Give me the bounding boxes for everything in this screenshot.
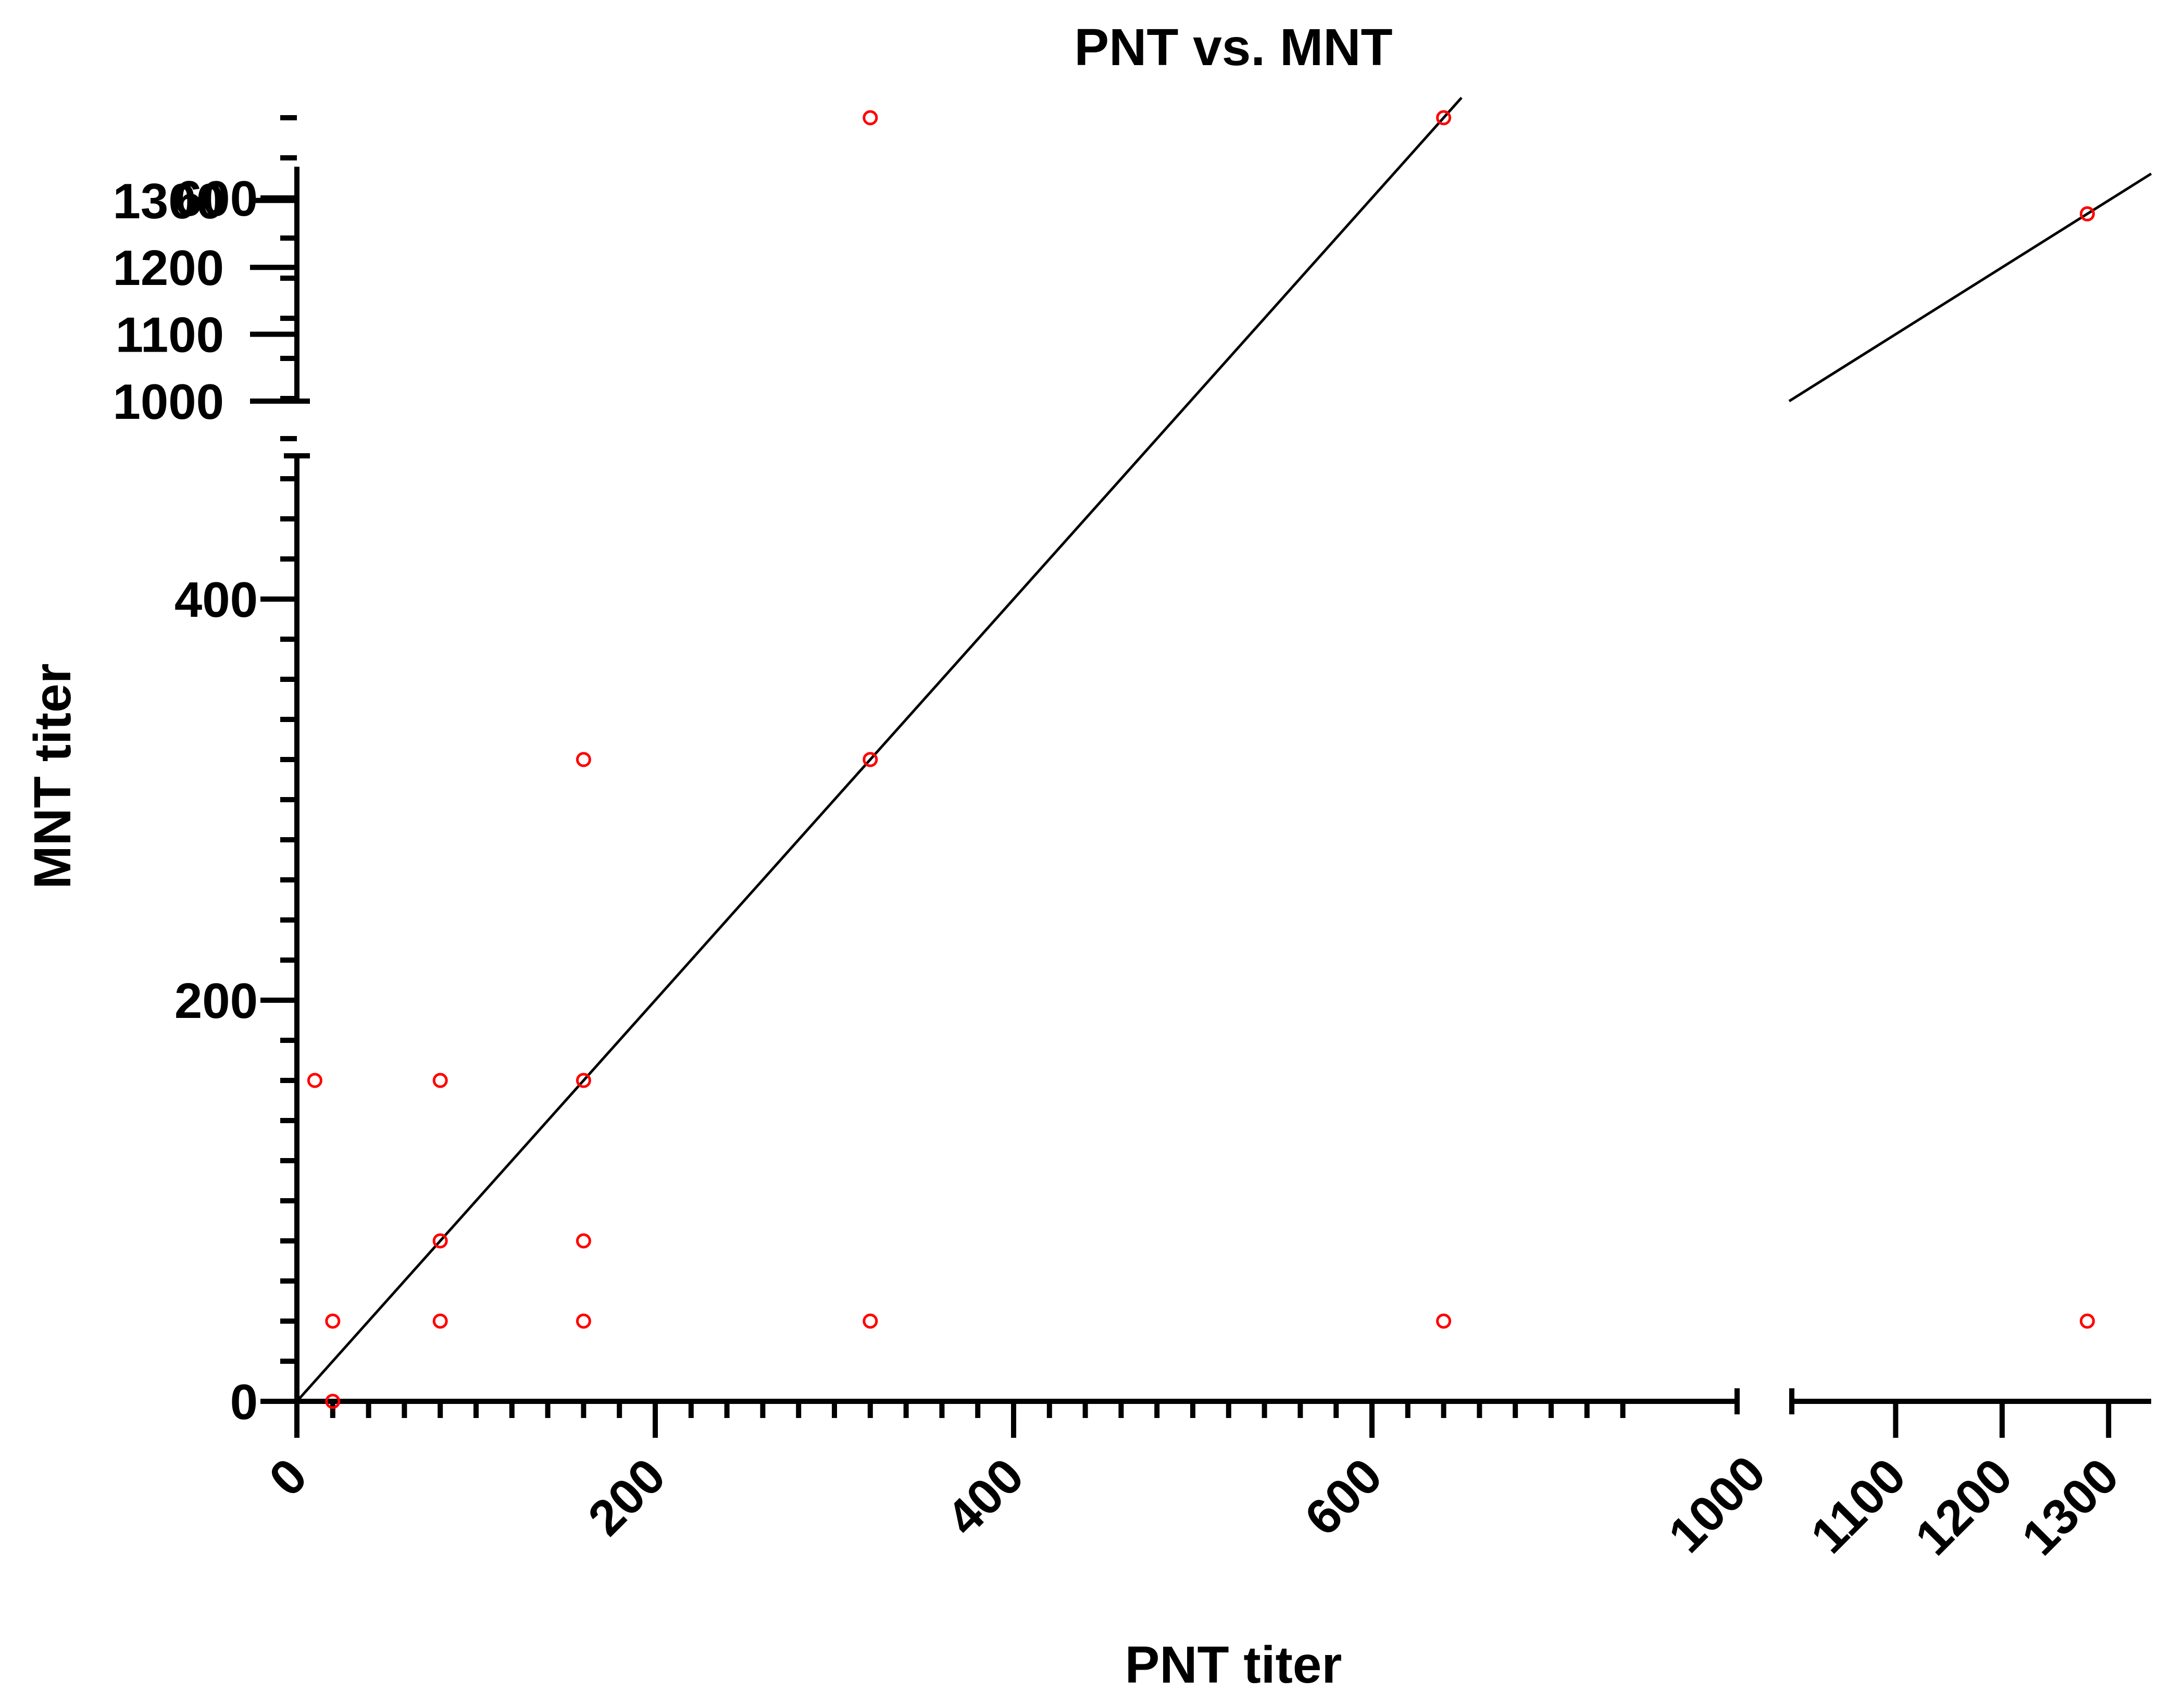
data-point [576,752,591,767]
data-point [576,1233,591,1249]
y-tick-label: 200 [174,973,258,1029]
identity-line-lower [296,96,1463,1402]
data-point [432,1073,448,1088]
data-point [325,1394,341,1409]
data-point [863,110,878,126]
x-tick-label: 1300 [2011,1448,2129,1566]
x-tick-label: 1000 [1658,1445,1776,1563]
data-point [2079,1313,2095,1329]
data-point [307,1073,322,1088]
data-point [863,752,878,767]
x-tick-label: 1200 [1905,1448,2023,1566]
data-point [432,1233,448,1249]
x-axis-title: PNT titer [1125,1636,1342,1694]
data-point [863,1313,878,1329]
data-point [576,1313,591,1329]
y-tick-label: 1100 [116,307,224,363]
axes: 0 200 400 600 1000 11001200130002004006001000… [113,115,2151,1566]
chart-title: PNT vs. MNT [1074,18,1392,77]
y-tick-label: 1000 [113,374,224,430]
reference-line-group [296,96,2152,1402]
x-tick-label: 0 [258,1448,317,1507]
data-points [307,110,2095,1409]
data-point [2079,206,2095,221]
y-tick-label: 1200 [113,240,224,296]
x-tick-label: 200 [578,1448,676,1546]
x-tick-label: 600 [1294,1448,1393,1546]
data-point [325,1313,341,1329]
data-point [432,1313,448,1329]
x-tick-label: 400 [936,1448,1034,1546]
y-tick-label: 0 [230,1374,258,1430]
data-point [1436,1313,1452,1329]
data-point [576,1073,591,1088]
y-tick-label: 1300 [113,173,224,229]
identity-line-upper [1788,172,2152,403]
x-tick-label: 1100 [1800,1448,1916,1564]
y-axis-title: MNT titer [23,663,82,889]
data-point [1436,110,1452,126]
y-tick-label: 400 [174,572,258,628]
y-tick-label: 600 [174,171,258,227]
